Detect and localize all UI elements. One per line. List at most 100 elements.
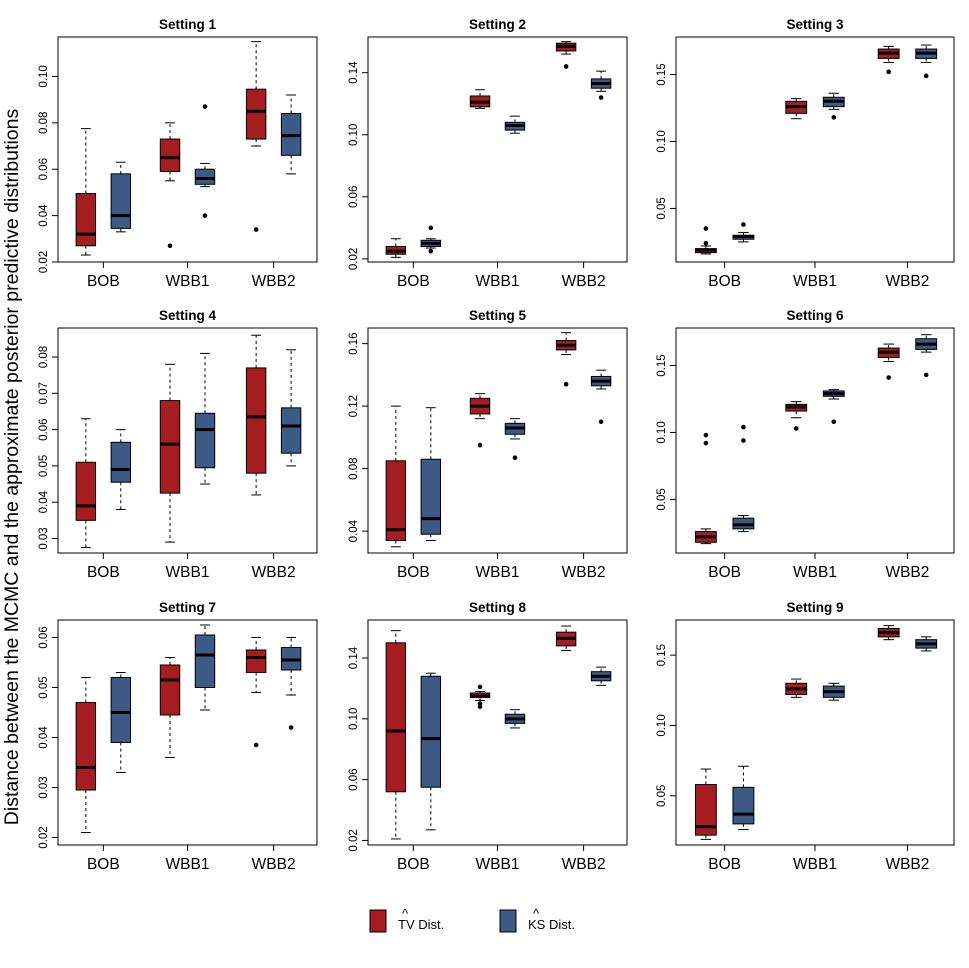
box-ks-WBB2	[280, 349, 302, 467]
plot-frame	[367, 327, 628, 554]
plot-frame	[57, 327, 318, 554]
x-tick-label: WBB1	[793, 273, 837, 290]
box-iqr	[420, 675, 442, 788]
outlier-point	[703, 440, 709, 446]
y-tick-label: 0.15	[656, 644, 668, 666]
x-tick-label: WBB2	[885, 273, 929, 290]
outlier-point	[253, 227, 259, 232]
plot-frame	[57, 619, 318, 846]
x-tick-label: BOB	[87, 856, 120, 873]
box-tv-WBB1	[469, 393, 491, 448]
outlier-point	[563, 381, 569, 387]
outlier-point	[167, 243, 173, 249]
y-tick-label: 0.15	[656, 354, 668, 376]
y-tick-label: 0.02	[348, 829, 360, 851]
panel-title: Setting 2	[469, 17, 526, 32]
box-tv-WBB1	[785, 98, 808, 120]
outlier-point	[741, 222, 746, 227]
box-tv-WBB2	[555, 332, 577, 387]
box-tv-BOB	[75, 677, 97, 833]
y-tick-label: 0.15	[656, 63, 668, 85]
plot-frame	[367, 619, 628, 846]
outlier-point	[253, 742, 259, 748]
box-ks-WBB1	[194, 104, 216, 218]
outlier-point	[741, 424, 746, 430]
legend-hat-ks: ^	[533, 906, 540, 921]
x-tick-label: BOB	[708, 273, 741, 290]
x-tick-label: BOB	[708, 856, 741, 873]
y-tick-label: 0.04	[38, 204, 50, 227]
outlier-point	[923, 73, 929, 79]
box-iqr	[194, 634, 216, 688]
x-tick-label: BOB	[397, 856, 430, 873]
box-iqr	[110, 173, 132, 229]
panel-setting-8: Setting 8 0.02 0.06 0.10 0.14 BOB WBB1 WBB2	[348, 600, 628, 873]
box-ks-BOB	[110, 429, 132, 510]
box-ks-WBB1	[504, 709, 526, 729]
panel-title: Setting 7	[159, 600, 216, 615]
box-ks-BOB	[110, 672, 132, 773]
legend-swatch-tv	[369, 909, 387, 933]
outlier-point	[703, 432, 709, 438]
y-tick-label: 0.05	[38, 676, 50, 698]
box-ks-BOB	[732, 424, 755, 533]
box-tv-WBB1	[159, 363, 181, 543]
box-iqr	[385, 460, 407, 541]
plot-frame	[367, 36, 628, 263]
y-tick-label: 0.08	[38, 346, 50, 368]
box-ks-WBB2	[915, 334, 938, 378]
box-ks-WBB2	[590, 666, 612, 686]
plot-frame	[675, 36, 955, 263]
box-ks-BOB	[420, 407, 442, 541]
outlier-point	[741, 438, 746, 443]
y-tick-label: 0.10	[38, 65, 50, 87]
outlier-point	[886, 69, 891, 75]
outlier-point	[202, 104, 208, 109]
box-tv-WBB2	[245, 334, 267, 496]
box-iqr	[75, 702, 97, 791]
panel-title: Setting 1	[159, 17, 216, 32]
outlier-point	[202, 213, 208, 218]
y-tick-label: 0.04	[38, 490, 50, 513]
panel-setting-1: Setting 1 0.02 0.04 0.06 0.08 0.10 BOB WBB1 WBB2	[38, 17, 318, 290]
y-tick-label: 0.02	[38, 251, 50, 273]
x-tick-label: BOB	[708, 564, 741, 581]
box-iqr	[194, 412, 216, 469]
panel-setting-6: Setting 6 0.05 0.10 0.15 BOB WBB1 WBB2	[656, 308, 955, 581]
panel-setting-2: Setting 2 0.02 0.06 0.10 0.14 BOB WBB1 WBB2	[348, 17, 628, 290]
box-iqr	[280, 407, 302, 454]
y-tick-label: 0.08	[348, 457, 360, 479]
box-tv-WBB1	[785, 401, 808, 431]
box-iqr	[159, 664, 181, 716]
y-tick-label: 0.02	[348, 248, 360, 270]
panel-setting-5: Setting 5 0.04 0.08 0.12 0.16 BOB WBB1 WBB2	[348, 308, 628, 581]
y-tick-label: 0.10	[348, 124, 360, 146]
box-tv-WBB1	[159, 657, 181, 758]
box-ks-WBB1	[194, 352, 216, 485]
panel-title: Setting 9	[786, 600, 843, 615]
x-tick-label: WBB1	[476, 564, 520, 581]
panel-title: Setting 3	[786, 17, 843, 32]
panel-setting-4: Setting 4 0.03 0.04 0.05 0.06 0.07 0.08 BOB WBB1…	[38, 308, 318, 581]
box-ks-BOB	[420, 672, 442, 831]
x-tick-label: WBB1	[476, 856, 520, 873]
legend: ^ TV Dist. ^ KS Dist.	[369, 906, 575, 933]
box-tv-WBB1	[785, 678, 808, 698]
box-tv-WBB2	[877, 343, 900, 380]
y-tick-label: 0.04	[38, 726, 50, 749]
box-iqr	[75, 193, 97, 247]
box-iqr	[75, 461, 97, 521]
box-ks-WBB2	[590, 369, 612, 425]
y-tick-label: 0.03	[38, 776, 50, 798]
y-tick-label: 0.02	[38, 826, 50, 848]
panel-title: Setting 6	[786, 308, 843, 323]
y-tick-label: 0.10	[656, 421, 668, 443]
box-tv-WBB2	[245, 41, 267, 232]
x-tick-label: WBB1	[166, 564, 210, 581]
x-tick-label: BOB	[87, 273, 120, 290]
box-tv-BOB	[694, 226, 717, 255]
panels-group: Setting 1 0.02 0.04 0.06 0.08 0.10 BOB WBB1 WBB2…	[38, 17, 955, 873]
x-tick-label: WBB2	[252, 564, 296, 581]
y-tick-label: 0.14	[348, 61, 360, 84]
